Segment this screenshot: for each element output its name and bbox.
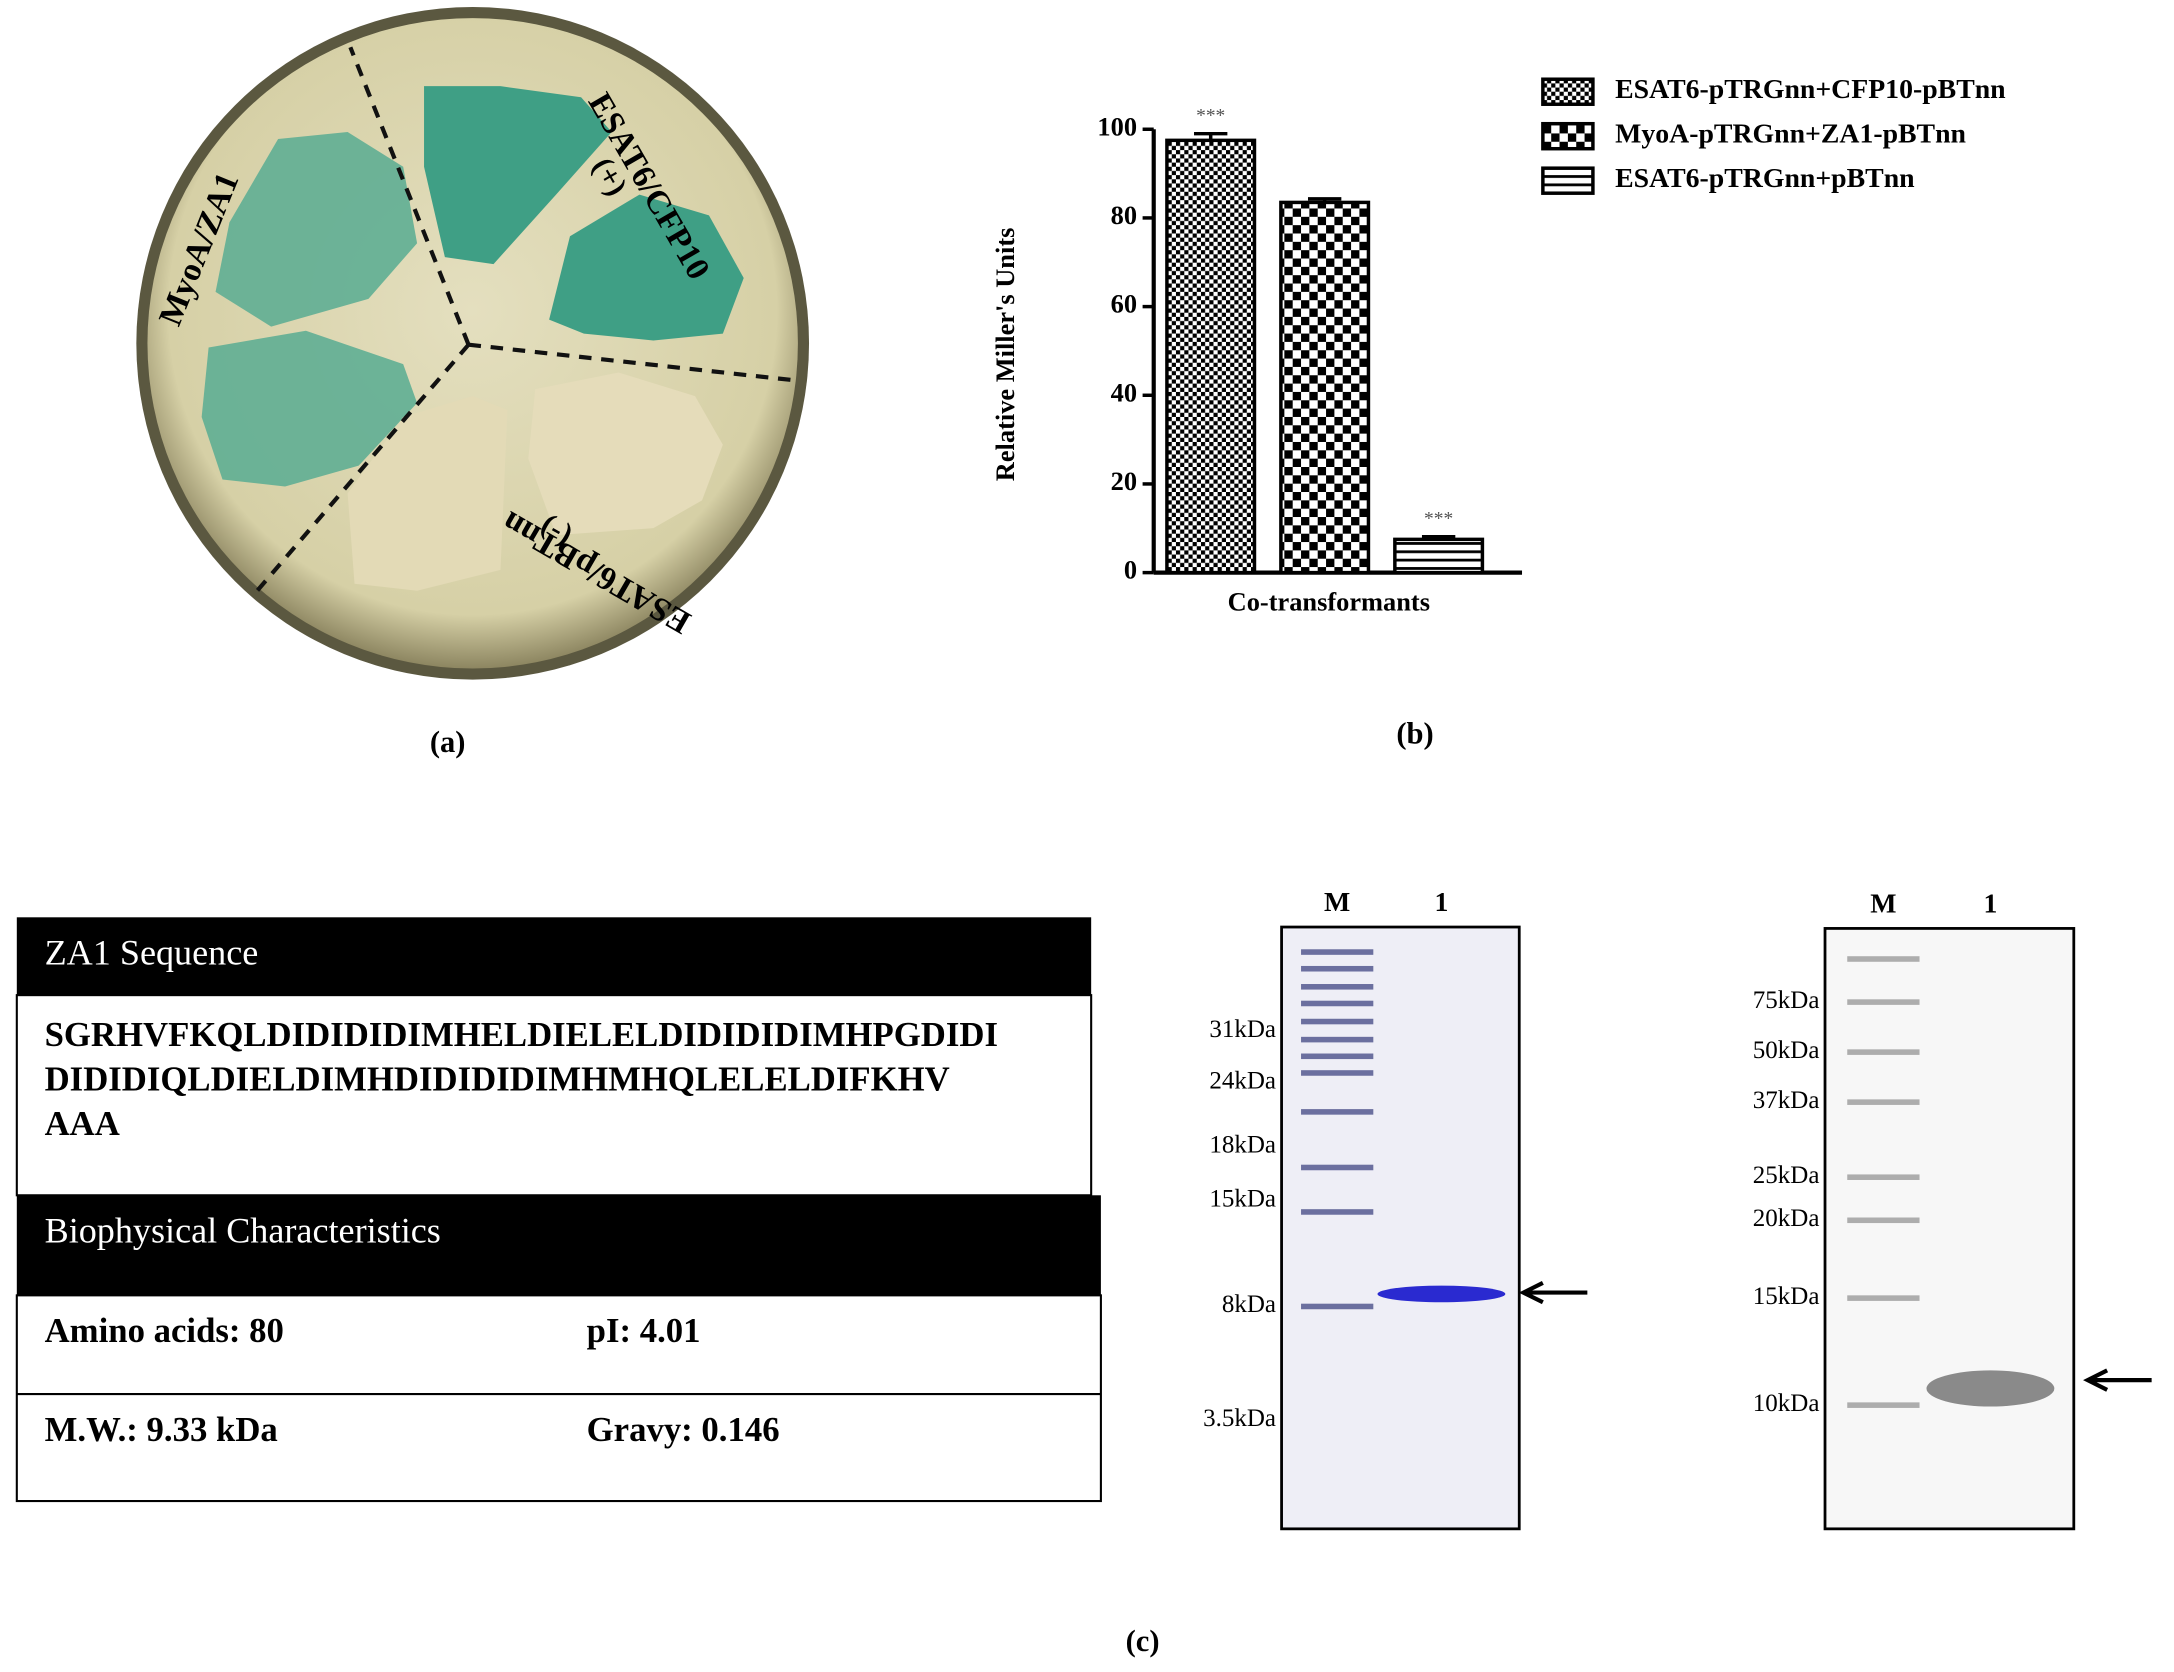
marker-label: 15kDa (1209, 1186, 1276, 1213)
gel-frame (1823, 927, 2076, 1531)
marker-label: 20kDa (1753, 1205, 1820, 1232)
marker-label: 37kDa (1753, 1087, 1820, 1114)
table: ZA1 Sequence SGRHVFKQLDIDIDIDIMHELDIELEL… (15, 917, 1102, 1503)
ladder-band (1301, 1036, 1374, 1043)
arrow (2083, 1368, 2152, 1392)
ladder-band (1847, 1217, 1920, 1224)
header-bar (16, 917, 1092, 996)
ladder-band (1847, 999, 1920, 1005)
lane-label: 1 (1983, 889, 1997, 920)
legend-label: MyoA-pTRGnn+ZA1-pBTnn (1615, 119, 1966, 150)
gel-frame (1280, 925, 1521, 1531)
y-axis-label: Relative Miller's Units (990, 228, 1020, 482)
legend-swatch (1541, 121, 1595, 151)
colony (201, 330, 418, 487)
sequence-line: DIDIDIQLDIELDIMHDIDIDIDIMHMHQLELELDIFKHV (45, 1060, 950, 1099)
marker-label: 75kDa (1753, 987, 1820, 1014)
significance: *** (1196, 105, 1225, 126)
ladder-band (1301, 1303, 1374, 1310)
y-tick-label: 20 (1111, 466, 1137, 496)
ladder-band (1301, 984, 1374, 990)
bar (1393, 537, 1485, 575)
y-tick-label: 40 (1111, 377, 1137, 407)
colony (549, 194, 744, 341)
ladder-band (1301, 1053, 1374, 1060)
ladder-band (1847, 1049, 1920, 1055)
ladder-band (1847, 1402, 1920, 1408)
marker-label: 18kDa (1209, 1131, 1276, 1158)
ladder-band (1847, 1295, 1920, 1301)
sample-band (1377, 1285, 1506, 1303)
table-header: Biophysical Characteristics (45, 1210, 441, 1250)
bar (1279, 200, 1371, 575)
ladder-band (1301, 1164, 1374, 1171)
sample-band (1926, 1370, 2055, 1407)
marker-label: 15kDa (1753, 1283, 1820, 1310)
divider (348, 46, 471, 346)
marker-label: 10kDa (1753, 1390, 1820, 1417)
marker-label: 25kDa (1753, 1162, 1820, 1189)
legend-label: ESAT6-pTRGnn+CFP10-pBTnn (1615, 74, 2006, 105)
ladder-band (1301, 1109, 1374, 1115)
marker-label: 31kDa (1209, 1016, 1276, 1043)
table-cell: Gravy: 0.146 (587, 1410, 780, 1449)
table-cell: M.W.: 9.33 kDa (45, 1410, 278, 1449)
colony (215, 132, 418, 327)
legend-swatch (1541, 77, 1595, 106)
header-bar (16, 1195, 1101, 1296)
colony (528, 372, 723, 536)
error-bar (1421, 534, 1456, 540)
legend-swatch (1541, 166, 1595, 195)
ladder-band (1301, 1209, 1374, 1215)
colony (424, 86, 612, 265)
legend-label: ESAT6-pTRGnn+pBTnn (1615, 163, 1915, 194)
marker-label: 24kDa (1209, 1067, 1276, 1094)
y-tick-label: 80 (1111, 200, 1137, 230)
caption: (c) (1126, 1624, 1160, 1658)
table-cell: Amino acids: 80 (45, 1311, 284, 1350)
ladder-band (1847, 1099, 1920, 1105)
divider (468, 342, 800, 383)
caption: (a) (430, 725, 466, 759)
gel: M 1 75kDa 50kDa 37kDa 25kDa 20kDa 15kDa 10kDa (1753, 889, 2152, 1531)
colony (347, 396, 508, 591)
bar (1165, 138, 1257, 575)
error-bar (1307, 197, 1342, 203)
marker-label: 3.5kDa (1203, 1405, 1276, 1432)
ladder-band (1301, 965, 1374, 972)
lane-label: 1 (1434, 887, 1448, 918)
gel: M 1 31kDa 24kDa 18kDa 15kDa 8kDa 3.5kDa (1203, 887, 1588, 1531)
caption: (b) (1396, 717, 1433, 751)
ladder-band (1847, 956, 1920, 962)
ladder-band (1847, 1174, 1920, 1180)
error-bar (1194, 131, 1228, 141)
table-cell: pI: 4.01 (587, 1311, 701, 1350)
lane-label: M (1324, 887, 1350, 918)
ladder-band (1301, 949, 1374, 955)
marker-label: 8kDa (1222, 1291, 1276, 1318)
lane-label: M (1870, 889, 1896, 920)
y-tick-label: 0 (1124, 555, 1137, 585)
divider (255, 343, 471, 593)
sequence-line: SGRHVFKQLDIDIDIDIMHELDIELELDIDIDIDIMHPGD… (45, 1015, 998, 1054)
table-header: ZA1 Sequence (45, 933, 259, 973)
plate: MyoA/ZA1 ESAT6/CFP10 (+) ESAT6/pBTnn (-) (136, 6, 810, 680)
sequence-line: AAA (45, 1104, 120, 1143)
ladder-band (1301, 1070, 1374, 1076)
x-axis-label: Co-transformants (1228, 587, 1430, 617)
ladder-band (1301, 1000, 1374, 1007)
marker-label: 50kDa (1753, 1037, 1820, 1064)
y-tick-label: 100 (1097, 111, 1137, 141)
characteristics-box (15, 1294, 1102, 1503)
y-tick-label: 60 (1111, 289, 1137, 319)
ladder-band (1301, 1018, 1374, 1025)
arrow (1518, 1280, 1588, 1305)
significance: *** (1424, 508, 1453, 529)
